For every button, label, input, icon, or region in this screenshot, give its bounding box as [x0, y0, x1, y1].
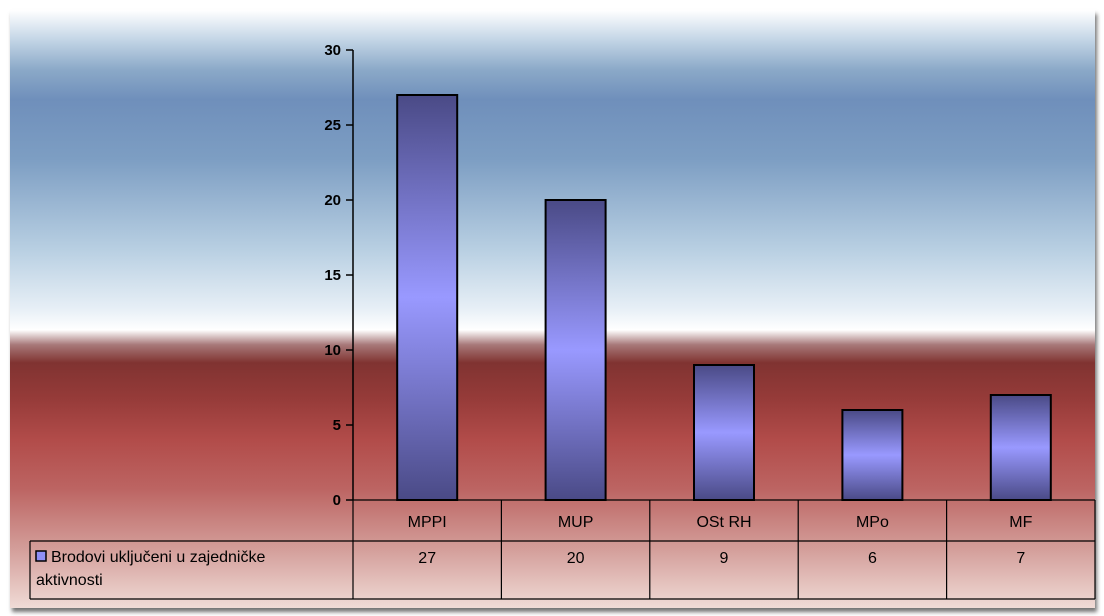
y-tick-label: 5 [333, 417, 341, 434]
category-label: MUP [558, 514, 594, 531]
category-label: MPo [856, 514, 889, 531]
bar-mup [544, 199, 607, 501]
data-table-value: 7 [1016, 550, 1025, 567]
bar-mpo [841, 409, 904, 501]
category-label: MPPI [408, 514, 447, 531]
bar-mf [989, 394, 1052, 501]
y-tick-label: 10 [324, 342, 341, 359]
y-tick-label: 15 [324, 267, 341, 284]
legend-key [35, 550, 47, 562]
bars-layer [396, 94, 1052, 501]
y-tick-label: 25 [324, 117, 341, 134]
category-label: MF [1009, 514, 1032, 531]
y-tick-label: 0 [333, 492, 341, 509]
data-table-value: 9 [720, 550, 729, 567]
y-axis: 0 5 10 15 20 25 30 [324, 42, 354, 509]
data-table-value: 6 [868, 550, 877, 567]
data-table-value: 27 [418, 550, 436, 567]
y-tick-label: 20 [324, 192, 341, 209]
legend-series-name: aktivnosti [36, 572, 103, 589]
bar-ost-rh [693, 364, 755, 501]
legend-series-name: Brodovi uključeni u zajedničke [51, 549, 265, 566]
data-table: MPPI 27 MUP 20 OSt RH 9 MPo 6 MF 7 Brodovi uključe… [29, 499, 1096, 600]
data-table-value: 20 [567, 550, 585, 567]
bar-mppi [396, 94, 459, 501]
category-label: OSt RH [696, 514, 751, 531]
y-tick-label: 30 [324, 42, 341, 59]
